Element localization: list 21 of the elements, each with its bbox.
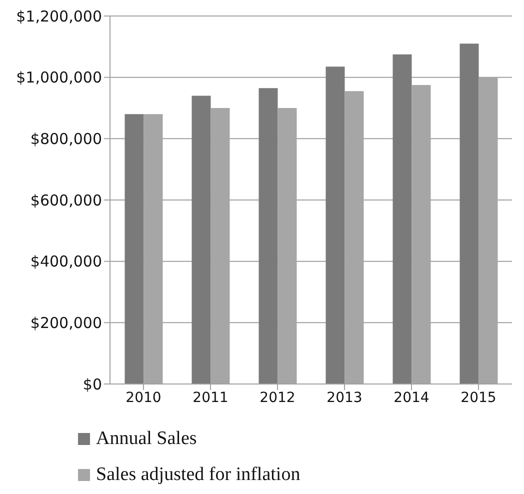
y-tick-label: $800,000: [30, 130, 102, 148]
y-tick-label: $1,000,000: [16, 68, 102, 87]
bar: [124, 114, 144, 384]
y-tick-label: $600,000: [30, 191, 102, 210]
bar: [460, 44, 479, 384]
legend-label: Annual Sales: [96, 428, 197, 450]
x-tick-label: 2015: [460, 390, 496, 406]
bar: [326, 66, 345, 384]
legend-label: Sales adjusted for inflation: [96, 464, 300, 486]
bar: [392, 54, 412, 384]
x-tick-label: 2010: [126, 390, 162, 406]
bar: [258, 88, 278, 384]
x-tick-label: 2012: [260, 390, 296, 406]
x-tick-label: 2013: [326, 390, 362, 406]
y-tick-label: $200,000: [30, 314, 102, 332]
bar: [192, 96, 211, 384]
y-tick-label: $400,000: [30, 252, 102, 271]
x-tick-label: 2011: [192, 390, 228, 406]
y-tick-label: $0: [82, 375, 102, 394]
x-tick-label: 2014: [394, 390, 430, 406]
y-tick-label: $1,200,000: [16, 7, 102, 26]
